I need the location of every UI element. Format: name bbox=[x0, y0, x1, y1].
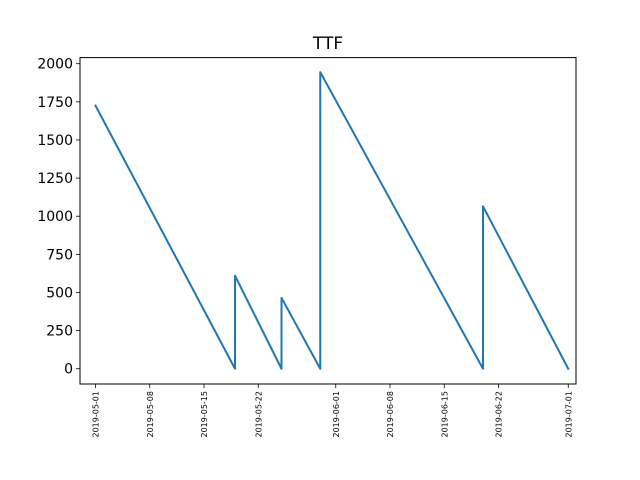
y-tick-label: 1500 bbox=[37, 133, 73, 149]
data-point-0-7 bbox=[482, 368, 484, 370]
x-axis-ticks: 2019-05-01 2019-05-08 2019-05-15 2019-05-22… bbox=[92, 384, 573, 438]
plot-area bbox=[94, 71, 570, 371]
y-tick-label: 2000 bbox=[37, 57, 73, 73]
data-point-0-2 bbox=[234, 275, 236, 277]
data-point-0-1 bbox=[234, 368, 236, 370]
y-tick-label: 750 bbox=[46, 247, 73, 263]
x-tick-label: 2019-06-01 bbox=[332, 391, 341, 438]
data-point-0-6 bbox=[319, 71, 321, 73]
x-tick-label: 2019-05-01 bbox=[92, 391, 101, 438]
data-point-0-9 bbox=[567, 368, 569, 370]
data-point-0-5 bbox=[319, 368, 321, 370]
x-tick-label: 2019-06-15 bbox=[440, 391, 449, 438]
y-tick-label: 500 bbox=[46, 285, 73, 301]
x-tick-label: 2019-06-22 bbox=[495, 391, 504, 438]
y-tick-label: 1750 bbox=[37, 95, 73, 111]
data-point-0-4 bbox=[281, 297, 282, 299]
data-point-0-3 bbox=[281, 368, 282, 370]
data-point-0-0 bbox=[95, 105, 96, 107]
y-tick-label: 250 bbox=[46, 324, 73, 340]
data-point-0-8 bbox=[482, 205, 484, 207]
axes bbox=[79, 57, 577, 385]
y-tick-label: 1250 bbox=[37, 171, 73, 187]
series-line-0 bbox=[94, 71, 570, 371]
x-tick-label: 2019-05-22 bbox=[254, 391, 263, 438]
x-tick-label: 2019-07-01 bbox=[564, 391, 573, 438]
y-tick-label: 0 bbox=[64, 362, 73, 378]
axes-frame bbox=[79, 57, 577, 385]
y-tick-label: 1000 bbox=[37, 209, 73, 225]
x-tick-label: 2019-05-15 bbox=[200, 391, 209, 438]
y-axis-ticks: 0 250 500 750 1000 1250 1500 1750 2000 bbox=[37, 57, 80, 378]
x-tick-label: 2019-05-08 bbox=[146, 391, 155, 438]
chart-title: TTF bbox=[312, 34, 343, 54]
x-tick-label: 2019-06-08 bbox=[386, 391, 395, 438]
